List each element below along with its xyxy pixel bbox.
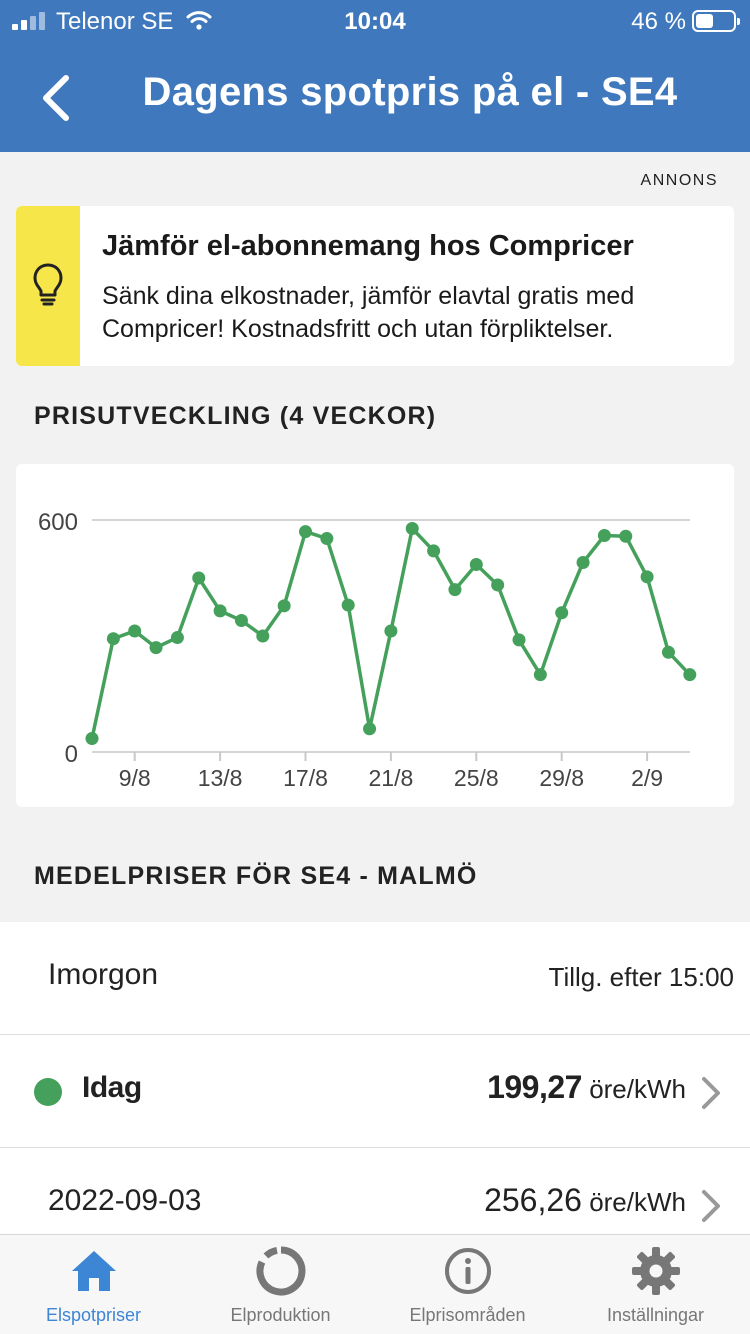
price-unit: öre/kWh xyxy=(589,1187,686,1217)
ad-title: Jämför el-abonnemang hos Compricer xyxy=(102,230,634,262)
tab-label: Inställningar xyxy=(606,1305,705,1325)
ad-text: Sänk dina elkostnader, jämför elavtal gr… xyxy=(102,282,635,343)
tab-label: Elproduktion xyxy=(230,1305,331,1325)
data-point xyxy=(170,631,184,645)
ad-card[interactable]: Jämför el-abonnemang hos Compricer Sänk … xyxy=(16,206,734,366)
data-point xyxy=(576,556,590,570)
tab-bar: Elspotpriser Elproduktion Elprisområden xyxy=(0,1234,750,1334)
y-tick-label-max: 600 xyxy=(38,509,78,536)
lightbulb-icon xyxy=(33,263,63,306)
price-value: 256,26 xyxy=(484,1182,582,1218)
page-title: Dagens spotpris på el - SE4 xyxy=(142,70,678,114)
tab-installningar[interactable]: Inställningar xyxy=(562,1235,749,1334)
signal-icon xyxy=(12,12,48,30)
data-point xyxy=(149,641,163,655)
carrier-name: Telenor SE xyxy=(56,8,174,35)
data-point xyxy=(555,606,569,620)
x-tick-label: 29/8 xyxy=(539,765,584,791)
data-point xyxy=(128,624,142,638)
gear-icon xyxy=(632,1247,680,1295)
data-point xyxy=(299,525,312,539)
home-icon xyxy=(72,1251,116,1291)
ad-label: ANNONS xyxy=(640,172,718,189)
x-tick-label: 13/8 xyxy=(198,765,243,791)
donut-icon xyxy=(256,1246,306,1296)
back-button[interactable] xyxy=(30,70,82,126)
top-bar: Telenor SE 10:04 46 % Dagens spotpris på… xyxy=(0,0,750,152)
row-label: Imorgon xyxy=(48,958,159,991)
list-item-today[interactable]: Idag 199,27 öre/kWh xyxy=(0,1035,750,1148)
data-point xyxy=(427,544,441,558)
data-point xyxy=(341,598,355,612)
average-price-list: Imorgon Tillg. efter 15:00 Idag 199,27 ö… xyxy=(0,922,750,1261)
wifi-icon xyxy=(186,11,212,30)
data-point xyxy=(640,570,654,584)
data-point xyxy=(512,633,526,647)
data-point xyxy=(448,583,462,597)
today-indicator-dot xyxy=(34,1078,62,1106)
data-point xyxy=(277,599,291,613)
row-price: 256,26 öre/kWh xyxy=(484,1182,686,1219)
data-point xyxy=(491,578,505,592)
data-point xyxy=(320,532,334,546)
row-label: 2022-09-03 xyxy=(48,1184,202,1217)
data-point xyxy=(469,557,483,571)
price-chart: 600 0 9/8 13/8 17/8 21/8 25/8 29/8 2/9 xyxy=(38,509,697,791)
data-point xyxy=(363,722,377,736)
tab-elproduktion[interactable]: Elproduktion xyxy=(187,1235,374,1334)
data-point xyxy=(256,629,270,643)
x-tick-label: 25/8 xyxy=(454,765,499,791)
y-tick-label-min: 0 xyxy=(65,741,78,768)
ad-accent-strip xyxy=(16,206,80,366)
tab-label: Elspotpriser xyxy=(45,1305,142,1325)
price-unit: öre/kWh xyxy=(589,1074,686,1104)
data-point xyxy=(384,624,398,638)
tab-elspotpriser[interactable]: Elspotpriser xyxy=(0,1235,187,1334)
data-point xyxy=(405,522,419,536)
data-point xyxy=(234,614,248,628)
data-point xyxy=(106,632,120,646)
status-bar: Telenor SE 10:04 46 % xyxy=(0,0,750,44)
averages-section-heading: MEDELPRISER FÖR SE4 - MALMÖ xyxy=(34,862,478,890)
data-point xyxy=(597,528,611,542)
info-icon xyxy=(445,1248,491,1294)
clock: 10:04 xyxy=(344,8,406,35)
data-point xyxy=(533,668,547,682)
x-tick-label: 9/8 xyxy=(119,765,151,791)
chart-section-heading: PRISUTVECKLING (4 VECKOR) xyxy=(34,402,437,430)
row-price: 199,27 öre/kWh xyxy=(487,1069,686,1106)
availability-note: Tillg. efter 15:00 xyxy=(548,962,734,992)
x-tick-label: 21/8 xyxy=(369,765,414,791)
tab-label: Elprisområden xyxy=(409,1305,526,1325)
battery-icon xyxy=(692,10,740,32)
data-point xyxy=(683,668,697,682)
data-point xyxy=(85,731,99,745)
x-tick-label: 17/8 xyxy=(283,765,328,791)
tab-elprisomraden[interactable]: Elprisområden xyxy=(374,1235,561,1334)
row-label: Idag xyxy=(82,1071,142,1104)
battery-percent: 46 % xyxy=(631,8,686,35)
chevron-right-icon xyxy=(702,1077,720,1109)
data-point xyxy=(619,529,633,543)
list-item-tomorrow: Imorgon Tillg. efter 15:00 xyxy=(0,922,750,1035)
data-point xyxy=(661,645,675,659)
data-point xyxy=(213,604,227,618)
chevron-right-icon xyxy=(702,1190,720,1222)
data-point xyxy=(192,571,206,585)
x-tick-label: 2/9 xyxy=(631,765,663,791)
price-value: 199,27 xyxy=(487,1069,582,1105)
price-chart-card: 600 0 9/8 13/8 17/8 21/8 25/8 29/8 2/9 xyxy=(16,464,734,807)
